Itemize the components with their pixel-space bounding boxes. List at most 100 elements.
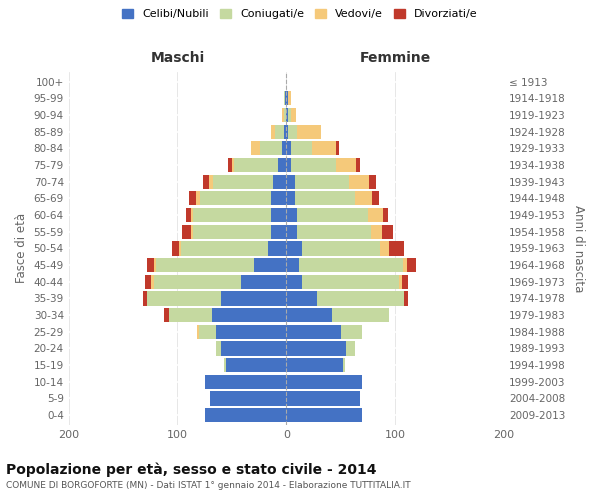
Bar [356,158,361,172]
Bar [232,158,234,172]
Bar [260,142,282,156]
Bar [286,192,295,205]
Legend: Celibi/Nubili, Coniugati/e, Vedovi/e, Divorziati/e: Celibi/Nubili, Coniugati/e, Vedovi/e, Di… [119,6,481,22]
Bar [205,374,286,389]
Bar [268,242,286,256]
Bar [282,108,284,122]
Bar [286,292,317,306]
Bar [290,142,313,156]
Bar [346,342,355,355]
Bar [284,92,285,106]
Bar [289,124,297,139]
Bar [286,142,290,156]
Bar [172,242,179,256]
Bar [271,124,275,139]
Text: COMUNE DI BORGOFORTE (MN) - Dati ISTAT 1° gennaio 2014 - Elaborazione TUTTITALIA: COMUNE DI BORGOFORTE (MN) - Dati ISTAT 1… [6,481,410,490]
Bar [343,358,345,372]
Bar [203,174,209,189]
Bar [286,408,362,422]
Bar [286,324,341,339]
Bar [273,174,286,189]
Bar [389,242,404,256]
Bar [337,158,356,172]
Bar [286,124,289,139]
Bar [179,242,181,256]
Bar [169,308,212,322]
Bar [284,108,286,122]
Bar [286,108,289,122]
Bar [313,142,337,156]
Bar [254,258,286,272]
Bar [212,308,286,322]
Bar [147,292,221,306]
Bar [286,158,290,172]
Bar [401,274,408,289]
Bar [285,92,286,106]
Bar [383,208,388,222]
Bar [302,274,400,289]
Bar [241,274,286,289]
Bar [286,92,289,106]
Bar [209,174,214,189]
Bar [205,408,286,422]
Bar [227,158,232,172]
Bar [182,224,191,239]
Bar [403,258,407,272]
Bar [289,92,290,106]
Bar [317,292,404,306]
Bar [286,342,346,355]
Bar [251,142,260,156]
Bar [275,124,284,139]
Bar [271,208,286,222]
Bar [355,192,372,205]
Bar [215,342,221,355]
Bar [226,358,286,372]
Bar [271,192,286,205]
Bar [193,208,271,222]
Bar [186,208,191,222]
Bar [371,224,382,239]
Bar [215,324,286,339]
Bar [368,208,383,222]
Bar [193,224,271,239]
Bar [297,208,368,222]
Bar [407,258,416,272]
Bar [147,258,154,272]
Bar [349,174,369,189]
Bar [295,192,355,205]
Bar [290,108,296,122]
Text: Popolazione per età, sesso e stato civile - 2014: Popolazione per età, sesso e stato civil… [6,462,377,477]
Bar [380,242,389,256]
Bar [154,258,156,272]
Bar [297,124,321,139]
Bar [234,158,278,172]
Text: Maschi: Maschi [151,50,205,64]
Bar [191,224,193,239]
Bar [221,342,286,355]
Bar [181,242,268,256]
Bar [341,324,362,339]
Bar [286,374,362,389]
Bar [382,224,393,239]
Bar [302,242,380,256]
Bar [199,324,215,339]
Bar [190,192,196,205]
Bar [286,242,302,256]
Bar [295,174,349,189]
Bar [289,108,290,122]
Y-axis label: Anni di nascita: Anni di nascita [572,204,585,292]
Bar [143,292,147,306]
Bar [286,274,302,289]
Bar [154,274,241,289]
Bar [156,258,254,272]
Text: Femmine: Femmine [359,50,431,64]
Bar [286,258,299,272]
Bar [210,392,286,406]
Bar [196,192,200,205]
Bar [286,174,295,189]
Bar [286,392,361,406]
Bar [200,192,271,205]
Bar [284,124,286,139]
Bar [214,174,273,189]
Bar [400,274,401,289]
